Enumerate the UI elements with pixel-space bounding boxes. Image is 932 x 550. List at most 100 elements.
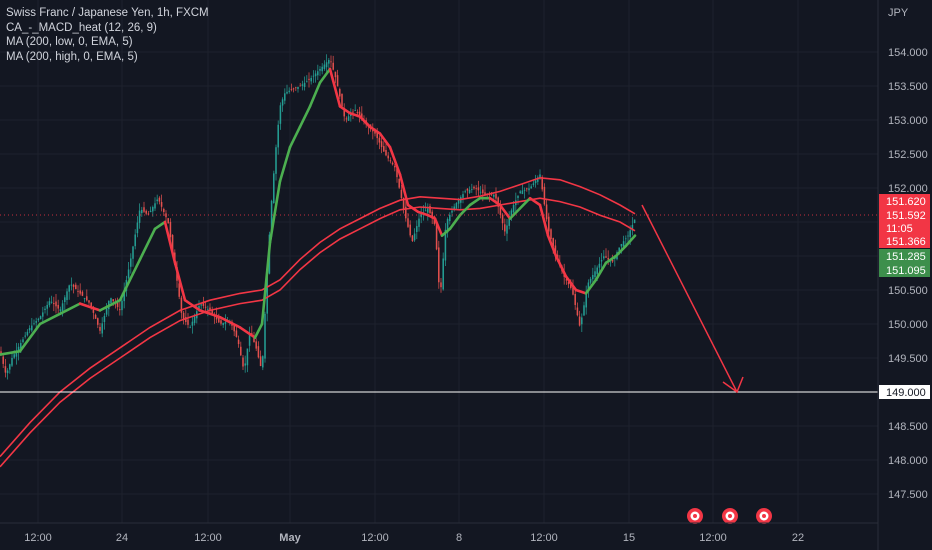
candle-body (341, 93, 343, 107)
candle-body (61, 303, 64, 311)
candle-body (620, 244, 623, 247)
legend-indicator-macd[interactable]: CA_-_MACD_heat (12, 26, 9) (6, 21, 157, 34)
candle-body (138, 210, 141, 223)
legend-indicator-ma-high[interactable]: MA (200, high, 0, EMA, 5) (6, 50, 138, 63)
candle-body (411, 235, 414, 242)
ma-high-line (0, 176, 636, 458)
ma-fast-segment (584, 278, 598, 295)
candle-body (345, 118, 348, 120)
candle-body (471, 189, 473, 190)
candle-body (376, 132, 378, 139)
candle-body (299, 85, 301, 87)
candle-body (391, 162, 394, 165)
y-tick-label: 153.000 (888, 115, 928, 127)
candle-body (79, 290, 81, 294)
candle-body (224, 322, 227, 324)
candle-body (72, 284, 75, 287)
candle-body (105, 308, 108, 315)
candle-body (468, 189, 471, 193)
candle-body (405, 206, 407, 219)
candle-body (64, 297, 66, 303)
candle-body (607, 257, 609, 260)
candle-body (550, 229, 552, 239)
candle-body (543, 186, 546, 205)
candle-body (545, 204, 548, 220)
candle-body (240, 346, 242, 356)
ma-fast-segment (358, 115, 372, 129)
candle-body (97, 318, 99, 325)
candle-body (605, 256, 607, 258)
candle-body (332, 62, 334, 70)
candle-body (334, 71, 337, 78)
ma-fast-segment (298, 105, 312, 129)
candle-body (279, 105, 282, 124)
ma-fast-segment (398, 173, 410, 207)
candle-body (277, 124, 279, 148)
candle-body (317, 71, 319, 76)
candle-body (259, 356, 262, 367)
candle-body (242, 357, 244, 367)
y-tick-label: 150.000 (888, 319, 928, 331)
candle-body (185, 317, 187, 323)
candle-body (48, 301, 51, 306)
x-tick-label: 12:00 (530, 532, 558, 544)
candle-body (574, 293, 576, 305)
candle-body (15, 350, 18, 357)
candle-body (244, 363, 246, 366)
candle-body (55, 301, 57, 307)
candle-body (24, 335, 26, 337)
x-tick-label: 22 (792, 532, 804, 544)
ma-fast-segment (138, 227, 157, 261)
candle-body (189, 326, 191, 328)
candle-body (567, 281, 570, 285)
candle-body (46, 304, 48, 309)
candle-body (477, 187, 480, 191)
y-tick-label: 154.000 (888, 47, 928, 59)
candle-body (435, 222, 438, 250)
candle-body (92, 308, 95, 313)
candle-body (466, 188, 469, 191)
candle-body (57, 304, 59, 309)
legend-indicator-ma-low[interactable]: MA (200, low, 0, EMA, 5) (6, 36, 133, 48)
y-tick-label: 147.500 (888, 489, 928, 501)
candle-body (147, 213, 150, 215)
candle-body (625, 238, 627, 240)
projection-arrow[interactable] (641, 204, 744, 394)
candle-body (499, 206, 502, 215)
candle-body (6, 370, 9, 374)
candle-body (202, 301, 205, 306)
ma-fast-segment (348, 111, 362, 118)
candle-body (611, 259, 614, 262)
candle-body (310, 77, 312, 82)
candle-body (603, 256, 605, 259)
candle-body (4, 366, 7, 373)
ma-fast-segment (448, 213, 462, 231)
candle-body (473, 186, 475, 189)
candle-body (394, 166, 396, 168)
candle-body (145, 210, 147, 214)
candle-body (101, 323, 103, 334)
candle-body (22, 339, 24, 343)
candle-body (308, 78, 310, 80)
candle-body (222, 322, 224, 326)
candle-body (526, 188, 528, 190)
candle-body (594, 271, 596, 277)
candle-body (11, 358, 13, 366)
candle-body (576, 307, 579, 316)
candle-body (187, 319, 189, 325)
candle-body (295, 87, 297, 89)
candle-body (438, 247, 440, 283)
candle-body (354, 110, 356, 111)
ma-fast-segment (308, 81, 322, 108)
candle-body (541, 176, 543, 190)
candle-body (182, 312, 185, 320)
ma-fast-segment (458, 203, 472, 217)
candle-body (152, 207, 154, 212)
candle-body (284, 93, 286, 101)
candle-body (440, 282, 442, 288)
candle-body (2, 356, 4, 364)
legend-symbol[interactable]: Swiss Franc / Japanese Yen, 1h, FXCM (6, 7, 209, 19)
candle-body (306, 81, 308, 83)
candle-body (523, 189, 526, 191)
